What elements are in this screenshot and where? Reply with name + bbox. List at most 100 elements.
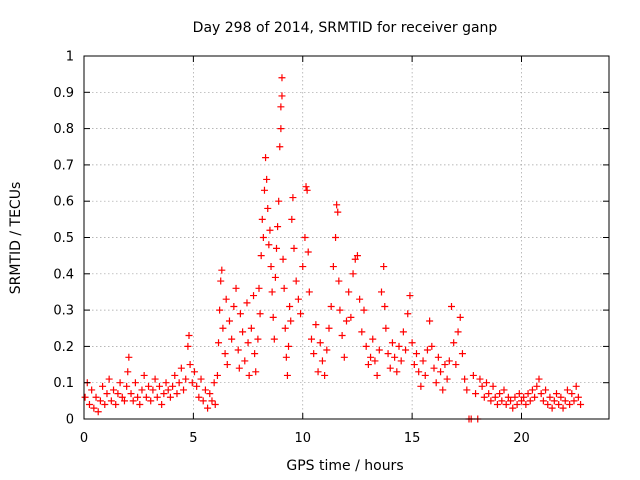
- data-point: [127, 390, 135, 398]
- data-point: [358, 328, 366, 336]
- data-point: [351, 255, 359, 263]
- y-tick-label: 0.5: [53, 231, 74, 246]
- data-point: [252, 368, 260, 376]
- data-point: [114, 390, 122, 398]
- data-point: [421, 371, 429, 379]
- data-point: [397, 357, 405, 365]
- data-point: [476, 375, 484, 383]
- data-point: [94, 408, 102, 416]
- data-point: [336, 306, 344, 314]
- data-point: [273, 244, 280, 252]
- data-point: [216, 306, 224, 314]
- data-point: [388, 339, 396, 347]
- data-point: [199, 397, 207, 405]
- data-point: [555, 400, 563, 408]
- data-point: [129, 397, 137, 405]
- data-point: [184, 342, 192, 350]
- data-point: [408, 339, 416, 347]
- data-point: [544, 400, 552, 408]
- data-point: [559, 404, 567, 412]
- y-axis-label: SRMTID / TECUs: [8, 182, 24, 295]
- data-point: [526, 397, 534, 405]
- data-point: [445, 357, 453, 365]
- data-point: [321, 371, 329, 379]
- data-point: [206, 390, 214, 398]
- data-point: [537, 390, 545, 398]
- x-tick-labels: 0 5 10 15 20: [80, 431, 530, 446]
- data-point: [308, 335, 315, 343]
- data-point: [197, 375, 205, 383]
- y-tick-label: 1: [66, 50, 74, 65]
- data-point: [375, 346, 383, 354]
- data-point: [423, 346, 431, 354]
- data-point: [450, 339, 458, 347]
- data-point: [211, 400, 219, 408]
- data-point: [160, 390, 168, 398]
- y-tick-label: 0.3: [53, 304, 74, 319]
- data-point: [310, 350, 318, 358]
- data-point: [145, 382, 153, 390]
- data-point: [498, 397, 506, 405]
- data-point: [535, 375, 543, 383]
- data-point: [243, 299, 251, 307]
- data-point: [335, 277, 343, 285]
- data-point: [158, 400, 166, 408]
- data-point: [99, 382, 107, 390]
- data-point: [574, 393, 582, 401]
- data-point: [222, 295, 230, 303]
- data-point: [105, 375, 113, 383]
- data-point: [288, 215, 296, 223]
- data-point: [381, 302, 389, 310]
- data-point: [404, 310, 412, 318]
- data-point: [491, 393, 499, 401]
- data-point: [277, 103, 285, 111]
- data-point: [290, 244, 298, 252]
- data-point: [452, 361, 460, 369]
- data-point: [364, 361, 372, 369]
- data-point: [255, 284, 263, 292]
- x-tick-label: 15: [404, 431, 421, 446]
- data-point: [235, 364, 243, 372]
- data-point: [531, 393, 539, 401]
- data-point: [110, 386, 118, 394]
- data-point: [257, 252, 265, 260]
- y-tick-label: 0.1: [53, 376, 74, 391]
- data-point: [386, 364, 394, 372]
- data-point: [410, 361, 418, 369]
- y-tick-label: 0.6: [53, 195, 74, 210]
- data-point: [101, 400, 109, 408]
- data-point: [437, 368, 445, 376]
- data-point: [480, 393, 488, 401]
- data-point: [493, 400, 501, 408]
- data-point: [496, 390, 504, 398]
- data-point: [347, 313, 355, 321]
- data-point: [568, 390, 576, 398]
- data-point: [456, 313, 464, 321]
- data-point: [147, 397, 155, 405]
- data-point: [265, 241, 273, 249]
- data-point: [180, 386, 188, 394]
- data-point: [274, 223, 282, 231]
- data-point: [185, 332, 193, 340]
- data-point: [371, 357, 379, 365]
- data-point: [333, 201, 341, 209]
- data-point: [112, 400, 120, 408]
- data-point: [247, 324, 255, 332]
- data-point: [353, 252, 361, 260]
- data-point: [92, 393, 100, 401]
- data-point: [88, 386, 96, 394]
- data-point: [434, 353, 442, 361]
- data-point: [413, 350, 420, 358]
- data-point: [201, 386, 209, 394]
- data-point: [103, 390, 111, 398]
- data-point: [234, 346, 242, 354]
- data-point: [406, 292, 414, 300]
- data-point: [120, 397, 128, 405]
- data-point: [439, 386, 447, 394]
- data-point: [283, 371, 291, 379]
- data-point: [415, 368, 423, 376]
- data-point: [316, 339, 324, 347]
- data-point: [244, 339, 252, 347]
- data-point: [332, 234, 340, 241]
- data-point: [254, 335, 262, 343]
